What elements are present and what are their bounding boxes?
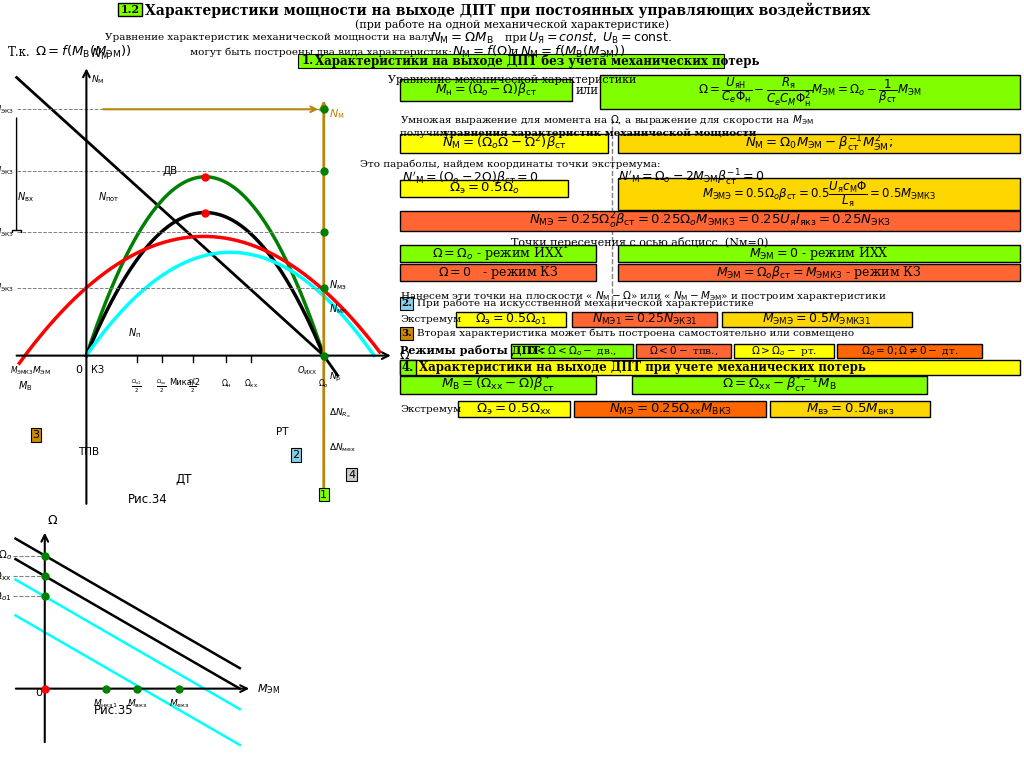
Text: $\Omega_o$: $\Omega_o$: [0, 548, 12, 562]
Text: :: :: [745, 128, 749, 137]
Text: $M_{\rm ЭМ}$: $M_{\rm ЭМ}$: [32, 365, 51, 377]
Text: $M_{\rm вкз}$: $M_{\rm вкз}$: [127, 697, 147, 710]
Text: $N_{\rm M}=f(\Omega)$: $N_{\rm M}=f(\Omega)$: [452, 44, 512, 60]
Text: $N_{\rm вх}$: $N_{\rm вх}$: [16, 190, 34, 204]
Text: $\Omega>\Omega_o-$ рт.: $\Omega>\Omega_o-$ рт.: [751, 344, 817, 358]
Text: $N_{\rm мн}$: $N_{\rm мн}$: [330, 302, 348, 316]
Text: $O_{\rm ИХХ}$: $O_{\rm ИХХ}$: [297, 365, 318, 377]
Text: $U_{\rm Я}=const,\;U_{\rm B}=\rm const.$: $U_{\rm Я}=const,\;U_{\rm B}=\rm const.$: [528, 31, 672, 45]
Text: При работе на искусственной механической характеристике: При работе на искусственной механической…: [417, 299, 754, 308]
FancyBboxPatch shape: [400, 180, 568, 197]
Text: $0.25N_{\rm ЭКЗ}$: $0.25N_{\rm ЭКЗ}$: [0, 282, 13, 294]
Text: $N_{\rm M}$: $N_{\rm M}$: [90, 47, 109, 61]
Text: $M_{\rm ЭМ}=\Omega_o\beta_{\rm ст}=M_{\rm ЭМКЗ}$ - режим КЗ: $M_{\rm ЭМ}=\Omega_o\beta_{\rm ст}=M_{\r…: [716, 264, 922, 281]
Text: $N_{\rm M}=\Omega M_{\rm B}$: $N_{\rm M}=\Omega M_{\rm B}$: [430, 31, 494, 45]
FancyBboxPatch shape: [298, 54, 724, 68]
Text: $N_{\rm ЭКЗ}$: $N_{\rm ЭКЗ}$: [0, 103, 13, 115]
Text: ДТ: ДТ: [176, 473, 193, 486]
FancyBboxPatch shape: [618, 134, 1020, 153]
FancyBboxPatch shape: [458, 401, 570, 417]
Text: $N_{\rm МЭ}=0.25\Omega_o^2\beta_{\rm ст}=0.25\Omega_o M_{\rm ЭМКЗ}=0.25U_{\rm я}: $N_{\rm МЭ}=0.25\Omega_o^2\beta_{\rm ст}…: [529, 211, 891, 231]
Text: 3.: 3.: [401, 329, 412, 338]
Text: Точки пересечения с осью абсцисс  (Nм=0): Точки пересечения с осью абсцисс (Nм=0): [511, 237, 769, 249]
Text: $N_{\rm МЭ}=0.25\Omega_{\rm хх}M_{\rm ВКЗ}$: $N_{\rm МЭ}=0.25\Omega_{\rm хх}M_{\rm ВК…: [608, 402, 731, 416]
Text: 3: 3: [33, 430, 40, 440]
Text: $\Omega=\Omega_{\rm хх}-\beta_{\rm ст}^{*-1}M_{\rm B}$: $\Omega=\Omega_{\rm хх}-\beta_{\rm ст}^{…: [722, 375, 837, 395]
Text: Рис.34: Рис.34: [128, 492, 168, 505]
Text: $\frac{\Omega_o}{2}$: $\frac{\Omega_o}{2}$: [188, 378, 197, 395]
Text: $N_{\rm M}=\Omega_0 M_{\rm ЭМ}-\beta_{\rm ст}^{-1}M_{\rm ЭМ}^2;$: $N_{\rm M}=\Omega_0 M_{\rm ЭМ}-\beta_{\r…: [744, 134, 893, 154]
Text: $M_{\rm екз}$: $M_{\rm екз}$: [169, 697, 189, 710]
Text: $\Omega=0$   - режим КЗ: $\Omega=0$ - режим КЗ: [437, 264, 558, 281]
Text: Уравнение механической характеристики: Уравнение механической характеристики: [388, 75, 636, 85]
Text: (при работе на одной механической характеристике): (при работе на одной механической характ…: [355, 18, 669, 29]
FancyBboxPatch shape: [400, 360, 416, 375]
Text: 4.: 4.: [401, 361, 414, 374]
Text: $N'_{\rm M}=(\Omega_o-2\Omega)\beta_{\rm ст}=0$: $N'_{\rm M}=(\Omega_o-2\Omega)\beta_{\rm…: [402, 169, 539, 187]
Text: $N_{\rm р}$: $N_{\rm р}$: [330, 371, 342, 384]
Text: $N_{\rm M}=(\Omega_o\Omega-\Omega^2)\beta_{\rm ст}$: $N_{\rm M}=(\Omega_o\Omega-\Omega^2)\bet…: [441, 134, 566, 154]
Text: $N_{\rm мэ}$: $N_{\rm мэ}$: [330, 278, 347, 292]
Text: КЗ: КЗ: [90, 366, 103, 376]
Text: $0<\Omega<\Omega_o-$ дв.,: $0<\Omega<\Omega_o-$ дв.,: [527, 344, 616, 358]
FancyBboxPatch shape: [400, 297, 413, 310]
Text: Характеристики на выходе ДПТ при учете механических потерь: Характеристики на выходе ДПТ при учете м…: [419, 361, 866, 374]
Text: $\Omega_{\rm э}=0.5\Omega_o$: $\Omega_{\rm э}=0.5\Omega_o$: [449, 181, 519, 196]
FancyBboxPatch shape: [632, 376, 927, 394]
Text: $\frac{\Omega_{o1}}{2}$: $\frac{\Omega_{o1}}{2}$: [131, 378, 142, 395]
Text: $M_{\rm ЭМКЗ}$: $M_{\rm ЭМКЗ}$: [10, 365, 34, 377]
Text: Это параболы, найдем координаты точки экстремума:: Это параболы, найдем координаты точки эк…: [359, 159, 660, 169]
Text: $N_{\rm м}$: $N_{\rm м}$: [330, 108, 345, 121]
Text: или: или: [575, 84, 599, 97]
FancyBboxPatch shape: [722, 312, 912, 327]
Text: $\Omega<0-$ тпв.,: $\Omega<0-$ тпв.,: [649, 345, 718, 357]
Text: при: при: [498, 33, 527, 43]
FancyBboxPatch shape: [400, 327, 413, 340]
Text: $M_{\rm В}$: $M_{\rm В}$: [17, 379, 32, 393]
Text: ТПВ: ТПВ: [78, 447, 99, 457]
Text: 1: 1: [321, 490, 328, 500]
Text: Умножая выражение для момента на $\Omega$, а выражение для скорости на $M_{\rm Э: Умножая выражение для момента на $\Omega…: [400, 113, 814, 127]
Text: $\Omega_{o1}$: $\Omega_{o1}$: [0, 590, 12, 604]
Text: $N_{\rm МЭ1}=0.25N_{\rm ЭКЗ1}$: $N_{\rm МЭ1}=0.25N_{\rm ЭКЗ1}$: [592, 312, 697, 327]
Text: $M_{\rm B}=(\Omega_{\rm хх}-\Omega)\beta_{\rm ст}^*$: $M_{\rm B}=(\Omega_{\rm хх}-\Omega)\beta…: [441, 375, 555, 395]
Text: $N_{\rm пот}$: $N_{\rm пот}$: [97, 190, 119, 204]
Text: могут быть построены два вида характеристик:: могут быть построены два вида характерис…: [190, 48, 452, 57]
Text: $0.75N_{\rm ЭКЗ}$: $0.75N_{\rm ЭКЗ}$: [0, 164, 13, 177]
Text: $\Omega$: $\Omega$: [399, 349, 411, 362]
FancyBboxPatch shape: [400, 360, 1020, 375]
Text: 1.2: 1.2: [121, 4, 139, 15]
FancyBboxPatch shape: [734, 344, 834, 358]
Text: Экстремум: Экстремум: [400, 405, 461, 413]
Text: Уравнение характеристик механической мощности на валу: Уравнение характеристик механической мощ…: [105, 34, 434, 42]
FancyBboxPatch shape: [400, 376, 596, 394]
Text: $\Omega_{\rm хх}$: $\Omega_{\rm хх}$: [0, 569, 12, 583]
Text: уравнения характеристик механической мощности: уравнения характеристик механической мощ…: [443, 128, 757, 137]
Text: получим: получим: [400, 128, 451, 137]
Text: $\Omega_{\rm э}=0.5\Omega_{\rm хх}$: $\Omega_{\rm э}=0.5\Omega_{\rm хх}$: [476, 402, 552, 416]
Text: 2: 2: [292, 450, 299, 460]
Text: РТ: РТ: [276, 427, 289, 437]
Text: $\Omega_{\rm э}=0.5\Omega_{o1}$: $\Omega_{\rm э}=0.5\Omega_{o1}$: [475, 312, 547, 327]
Text: Характеристики мощности на выходе ДПТ при постоянных управляющих воздействиях: Характеристики мощности на выходе ДПТ пр…: [145, 2, 870, 18]
Text: $\Delta N_{R_{\rm я}}$: $\Delta N_{R_{\rm я}}$: [330, 406, 351, 420]
FancyBboxPatch shape: [400, 211, 1020, 231]
Text: $M_{\rm ЭМ}=0$ - режим ИХХ: $M_{\rm ЭМ}=0$ - режим ИХХ: [750, 245, 889, 262]
FancyBboxPatch shape: [618, 264, 1020, 281]
Text: Рис.35: Рис.35: [93, 704, 133, 717]
Text: $M_{\rm ЭМЭ}=0.5\Omega_o\beta_{\rm ст}=0.5\dfrac{U_{\rm я}c_{\rm M}\Phi}{L_{\rm : $M_{\rm ЭМЭ}=0.5\Omega_o\beta_{\rm ст}=0…: [702, 179, 936, 209]
Text: $N'_{\rm M}=\Omega_o-2M_{\rm ЭМ}\beta_{\rm ст}^{-1}=0$: $N'_{\rm M}=\Omega_o-2M_{\rm ЭМ}\beta_{\…: [618, 168, 765, 188]
Text: $\Omega_o$: $\Omega_o$: [318, 378, 330, 390]
Text: $\Omega=f(M_{\rm B}(M_{\rm ЭМ}))$: $\Omega=f(M_{\rm B}(M_{\rm ЭМ}))$: [35, 44, 132, 60]
Text: $M_{\rm нкз1}$: $M_{\rm нкз1}$: [93, 697, 118, 710]
FancyBboxPatch shape: [600, 75, 1020, 109]
Text: $\Omega_{\rm хх}$: $\Omega_{\rm хх}$: [244, 378, 258, 390]
Text: $M_{\rm ЭМЭ}=0.5M_{\rm ЭМКЗ1}$: $M_{\rm ЭМЭ}=0.5M_{\rm ЭМКЗ1}$: [763, 312, 871, 327]
Text: $N_{\rm M}=f(M_{\rm B}(M_{\rm ЭМ})).$: $N_{\rm M}=f(M_{\rm B}(M_{\rm ЭМ})).$: [520, 44, 629, 60]
Text: $\Omega$: $\Omega$: [47, 515, 58, 528]
Text: Т.к.: Т.к.: [8, 45, 31, 58]
FancyBboxPatch shape: [400, 79, 572, 101]
FancyBboxPatch shape: [400, 134, 608, 153]
FancyBboxPatch shape: [400, 264, 596, 281]
